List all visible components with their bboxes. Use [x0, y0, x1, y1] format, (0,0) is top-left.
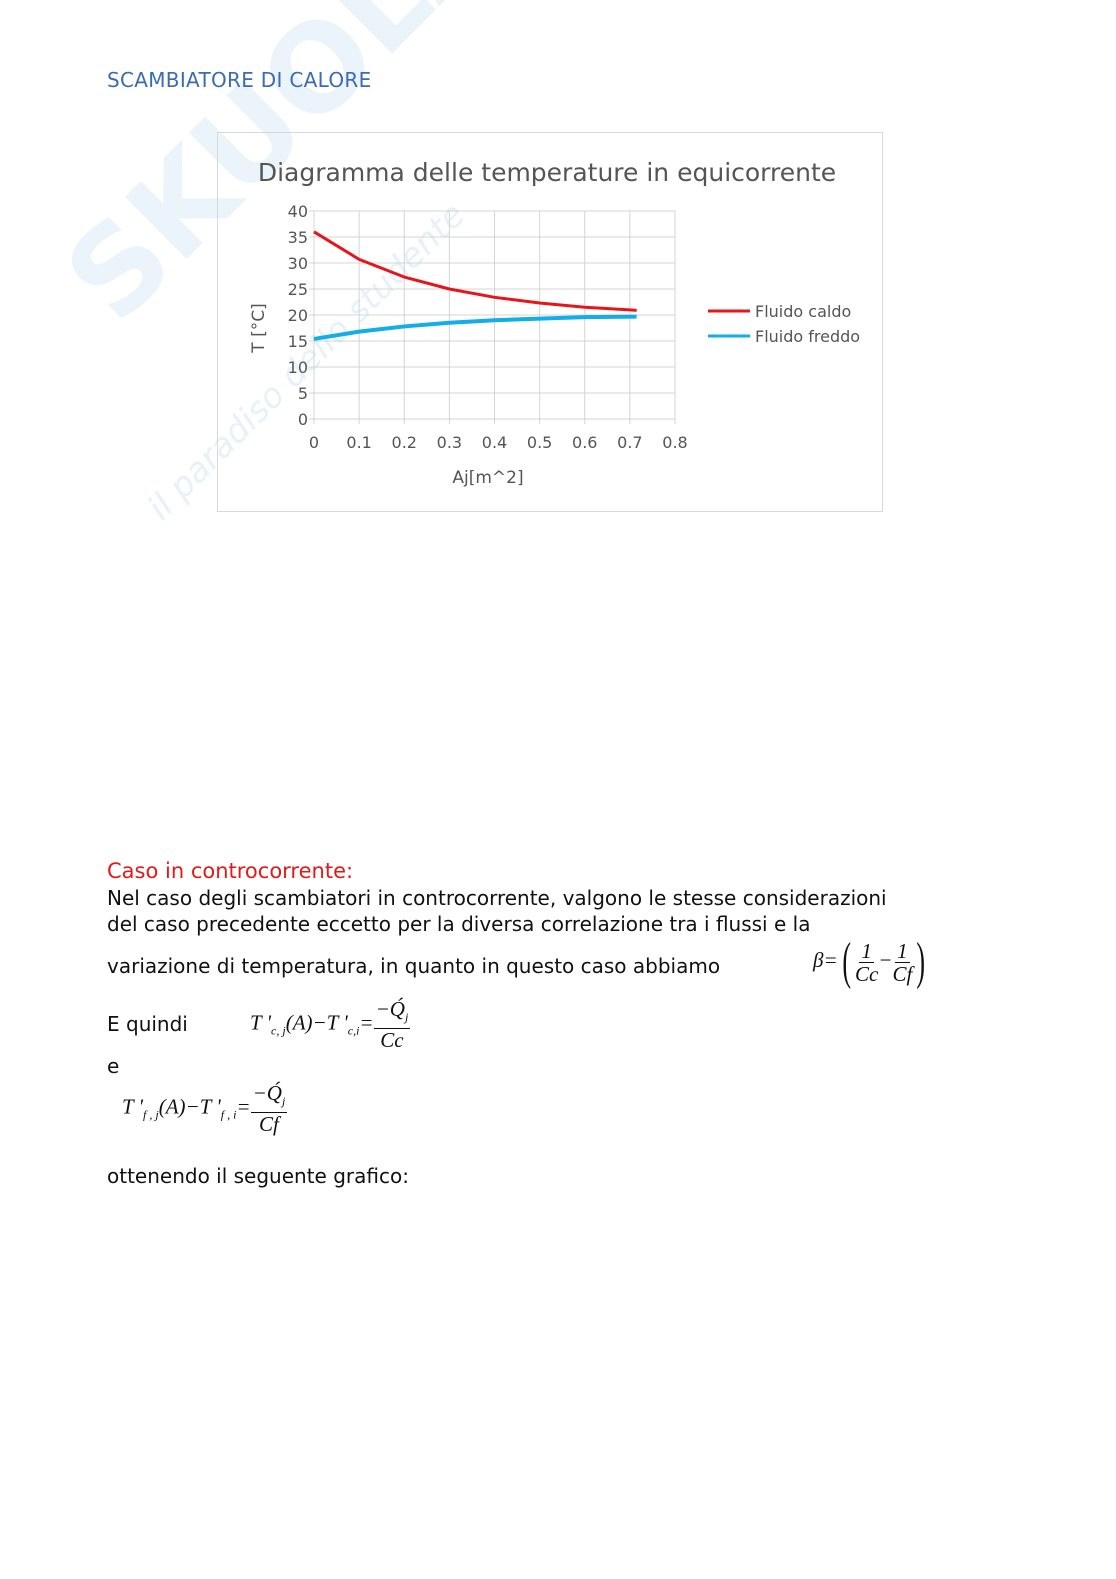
- equation-cold: T 'f , j(A)−T 'f , i= −Q́j Cf: [122, 1081, 288, 1137]
- frac-num: 1: [895, 938, 910, 963]
- y-tick-label: 5: [298, 384, 308, 403]
- paragraph-line: Nel caso degli scambiatori in controcorr…: [107, 886, 887, 910]
- section-title: Caso in controcorrente:: [107, 859, 354, 883]
- series-line-hot: [313, 230, 637, 312]
- eq-sub: c, j: [271, 1023, 286, 1038]
- frac-den: Cf: [259, 1112, 279, 1137]
- x-tick-label: 0.6: [572, 433, 597, 452]
- chart-svg: Diagramma delle temperature in equicorre…: [249, 158, 860, 488]
- y-tick-label: 10: [288, 358, 308, 377]
- eq-sub: c,i: [347, 1023, 360, 1038]
- paragraph-line: variazione di temperatura, in quanto in …: [107, 954, 721, 978]
- y-tick-label: 40: [288, 202, 308, 221]
- series-line-cold: [313, 314, 637, 341]
- eq-sub: j: [404, 1010, 409, 1025]
- beta-lhs: β=: [813, 947, 838, 972]
- eq-sign: =: [236, 1094, 251, 1119]
- y-axis-label: T [°C]: [249, 303, 269, 353]
- x-tick-label: 0.4: [482, 433, 507, 452]
- frac-num: −Q́: [252, 1081, 282, 1105]
- y-tick-label: 30: [288, 254, 308, 273]
- closing-text: ottenendo il seguente grafico:: [107, 1164, 409, 1188]
- minus: −: [878, 947, 893, 972]
- eq-sign: =: [359, 1010, 374, 1035]
- y-tick-label: 35: [288, 228, 308, 247]
- frac-den: Cc: [854, 961, 879, 986]
- y-tick-label: 15: [288, 332, 308, 351]
- eq-sub: f , i: [220, 1107, 237, 1122]
- legend-label: Fluido caldo: [755, 302, 851, 321]
- legend-label: Fluido freddo: [755, 327, 860, 346]
- y-tick-label: 20: [288, 306, 308, 325]
- y-tick-label: 0: [298, 410, 308, 429]
- x-tick-label: 0.7: [617, 433, 642, 452]
- frac-den: Cc: [380, 1028, 404, 1053]
- x-tick-label: 0.2: [392, 433, 417, 452]
- x-tick-label: 0.3: [437, 433, 462, 452]
- e-label: e: [107, 1054, 120, 1078]
- x-tick-label: 0.1: [346, 433, 371, 452]
- x-axis-label: Aj[m^2]: [452, 468, 523, 488]
- frac-num: 1: [859, 938, 874, 963]
- x-tick-label: 0.8: [662, 433, 687, 452]
- eq-sub: f , j: [143, 1107, 159, 1122]
- beta-formula: β=(1 Cc −1 Cf): [813, 933, 926, 990]
- chart: Diagramma delle temperature in equicorre…: [217, 132, 883, 512]
- quindi-label: E quindi: [107, 1012, 188, 1036]
- page-header: SCAMBIATORE DI CALORE: [107, 68, 372, 92]
- y-tick-label: 25: [288, 280, 308, 299]
- frac-den: Cf: [892, 961, 913, 986]
- eq-term: (A)−T ': [285, 1010, 348, 1035]
- eq-sub: j: [281, 1094, 286, 1109]
- chart-title: Diagramma delle temperature in equicorre…: [258, 158, 836, 187]
- equation-hot: T 'c, j(A)−T 'c,i= −Q́j Cc: [250, 997, 411, 1053]
- frac-num: −Q́: [375, 997, 405, 1021]
- paragraph-line: del caso precedente eccetto per la diver…: [107, 912, 811, 936]
- eq-term: T ': [250, 1010, 272, 1035]
- x-tick-label: 0: [309, 433, 319, 452]
- x-tick-label: 0.5: [527, 433, 552, 452]
- eq-term: T ': [122, 1094, 144, 1119]
- eq-term: (A)−T ': [158, 1094, 221, 1119]
